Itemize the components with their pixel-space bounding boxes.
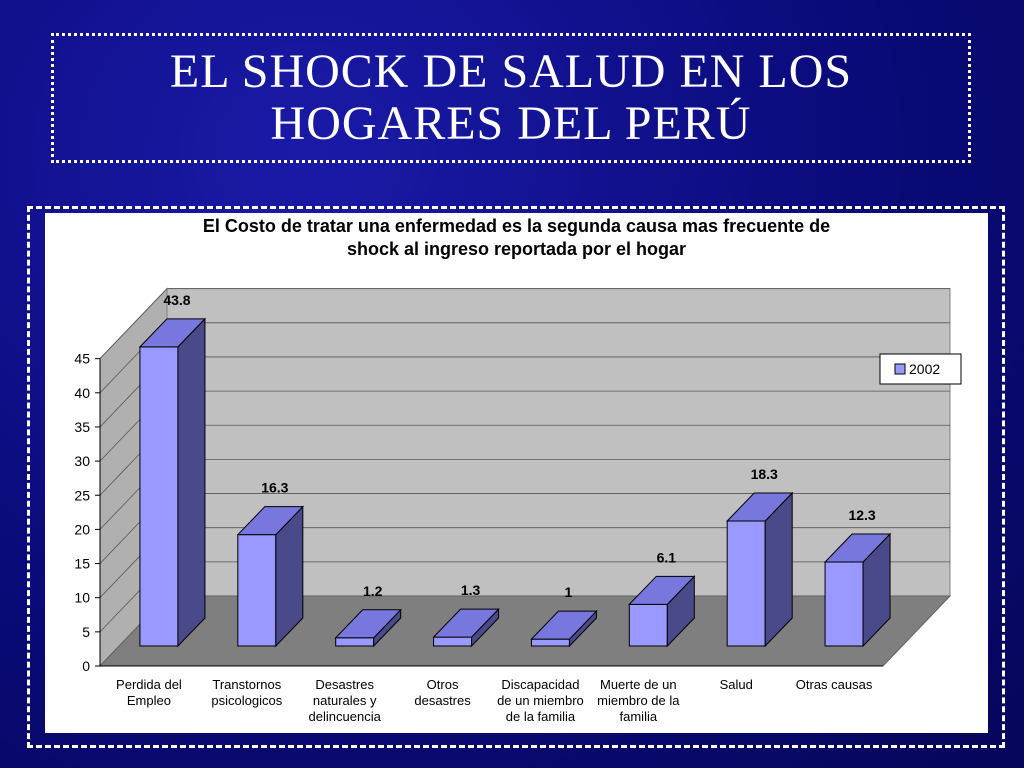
slide-title-line-1: EL SHOCK DE SALUD EN LOS — [169, 45, 853, 98]
y-tick-label: 35 — [74, 419, 90, 435]
slide-title-box: EL SHOCK DE SALUD EN LOS HOGARES DEL PER… — [51, 33, 971, 163]
bar-top — [726, 492, 794, 522]
chart-title: El Costo de tratar una enfermedad es la … — [45, 213, 988, 261]
chart-frame — [27, 206, 1005, 748]
bar-top — [530, 610, 598, 640]
bar — [530, 638, 570, 647]
bar — [335, 637, 375, 647]
data-label: 1.3 — [461, 582, 481, 598]
y-tick-label: 30 — [74, 453, 90, 469]
legend-swatch — [894, 363, 906, 375]
bar-top — [823, 533, 892, 563]
bar — [139, 346, 179, 647]
y-tick-label: 20 — [74, 521, 90, 537]
x-tick-label: de un miembro — [497, 693, 584, 708]
bar-top — [628, 575, 696, 605]
data-label: 43.8 — [163, 292, 190, 308]
x-tick-label: Otros — [427, 677, 459, 692]
data-label: 6.1 — [657, 549, 677, 565]
chart-panel: El Costo de tratar una enfermedad es la … — [45, 213, 988, 733]
bar-top — [432, 608, 500, 638]
x-tick-label: Salud — [720, 677, 753, 692]
x-tick-label: Otras causas — [796, 677, 873, 692]
y-tick-label: 15 — [74, 556, 90, 572]
slide-title-line-2: HOGARES DEL PERÚ — [270, 97, 752, 150]
y-tick-label: 45 — [74, 351, 90, 367]
bar — [726, 520, 766, 647]
bar — [237, 534, 277, 647]
x-tick-label: delincuencia — [309, 709, 382, 724]
data-label: 1 — [565, 584, 573, 600]
x-tick-label: Empleo — [127, 693, 171, 708]
y-tick-label: 10 — [74, 590, 90, 606]
chart-floor — [98, 595, 952, 667]
data-label: 1.2 — [363, 583, 383, 599]
bar-side — [177, 317, 206, 648]
bar-top — [138, 318, 207, 348]
x-tick-label: psicologicos — [211, 693, 282, 708]
data-label: 12.3 — [848, 507, 875, 523]
x-tick-label: Muerte de un — [600, 677, 677, 692]
x-tick-label: Perdida del — [116, 677, 182, 692]
x-tick-label: desastres — [414, 693, 471, 708]
y-tick-label: 40 — [74, 385, 90, 401]
y-tick-label: 0 — [82, 658, 90, 674]
bar-top — [334, 609, 402, 639]
chart-title-line-1: El Costo de tratar una enfermedad es la … — [202, 216, 831, 236]
x-tick-label: miembro de la — [597, 693, 680, 708]
y-tick-label: 5 — [82, 624, 90, 640]
x-tick-label: de la familia — [506, 709, 576, 724]
x-tick-label: Transtornos — [212, 677, 281, 692]
bar — [628, 603, 668, 647]
data-label: 18.3 — [751, 466, 778, 482]
y-tick-label: 25 — [74, 487, 90, 503]
x-tick-label: naturales y — [313, 693, 377, 708]
x-tick-label: familia — [620, 709, 658, 724]
legend-label: 2002 — [909, 361, 940, 377]
legend-box — [879, 353, 962, 385]
chart-title-line-2: shock al ingreso reportada por el hogar — [346, 239, 687, 259]
bar — [824, 561, 864, 647]
x-tick-label: Discapacidad — [501, 677, 579, 692]
bar-top — [236, 506, 304, 536]
x-tick-label: Desastres — [315, 677, 374, 692]
gridline — [99, 288, 950, 359]
data-label: 16.3 — [261, 480, 288, 496]
bar — [433, 636, 473, 647]
